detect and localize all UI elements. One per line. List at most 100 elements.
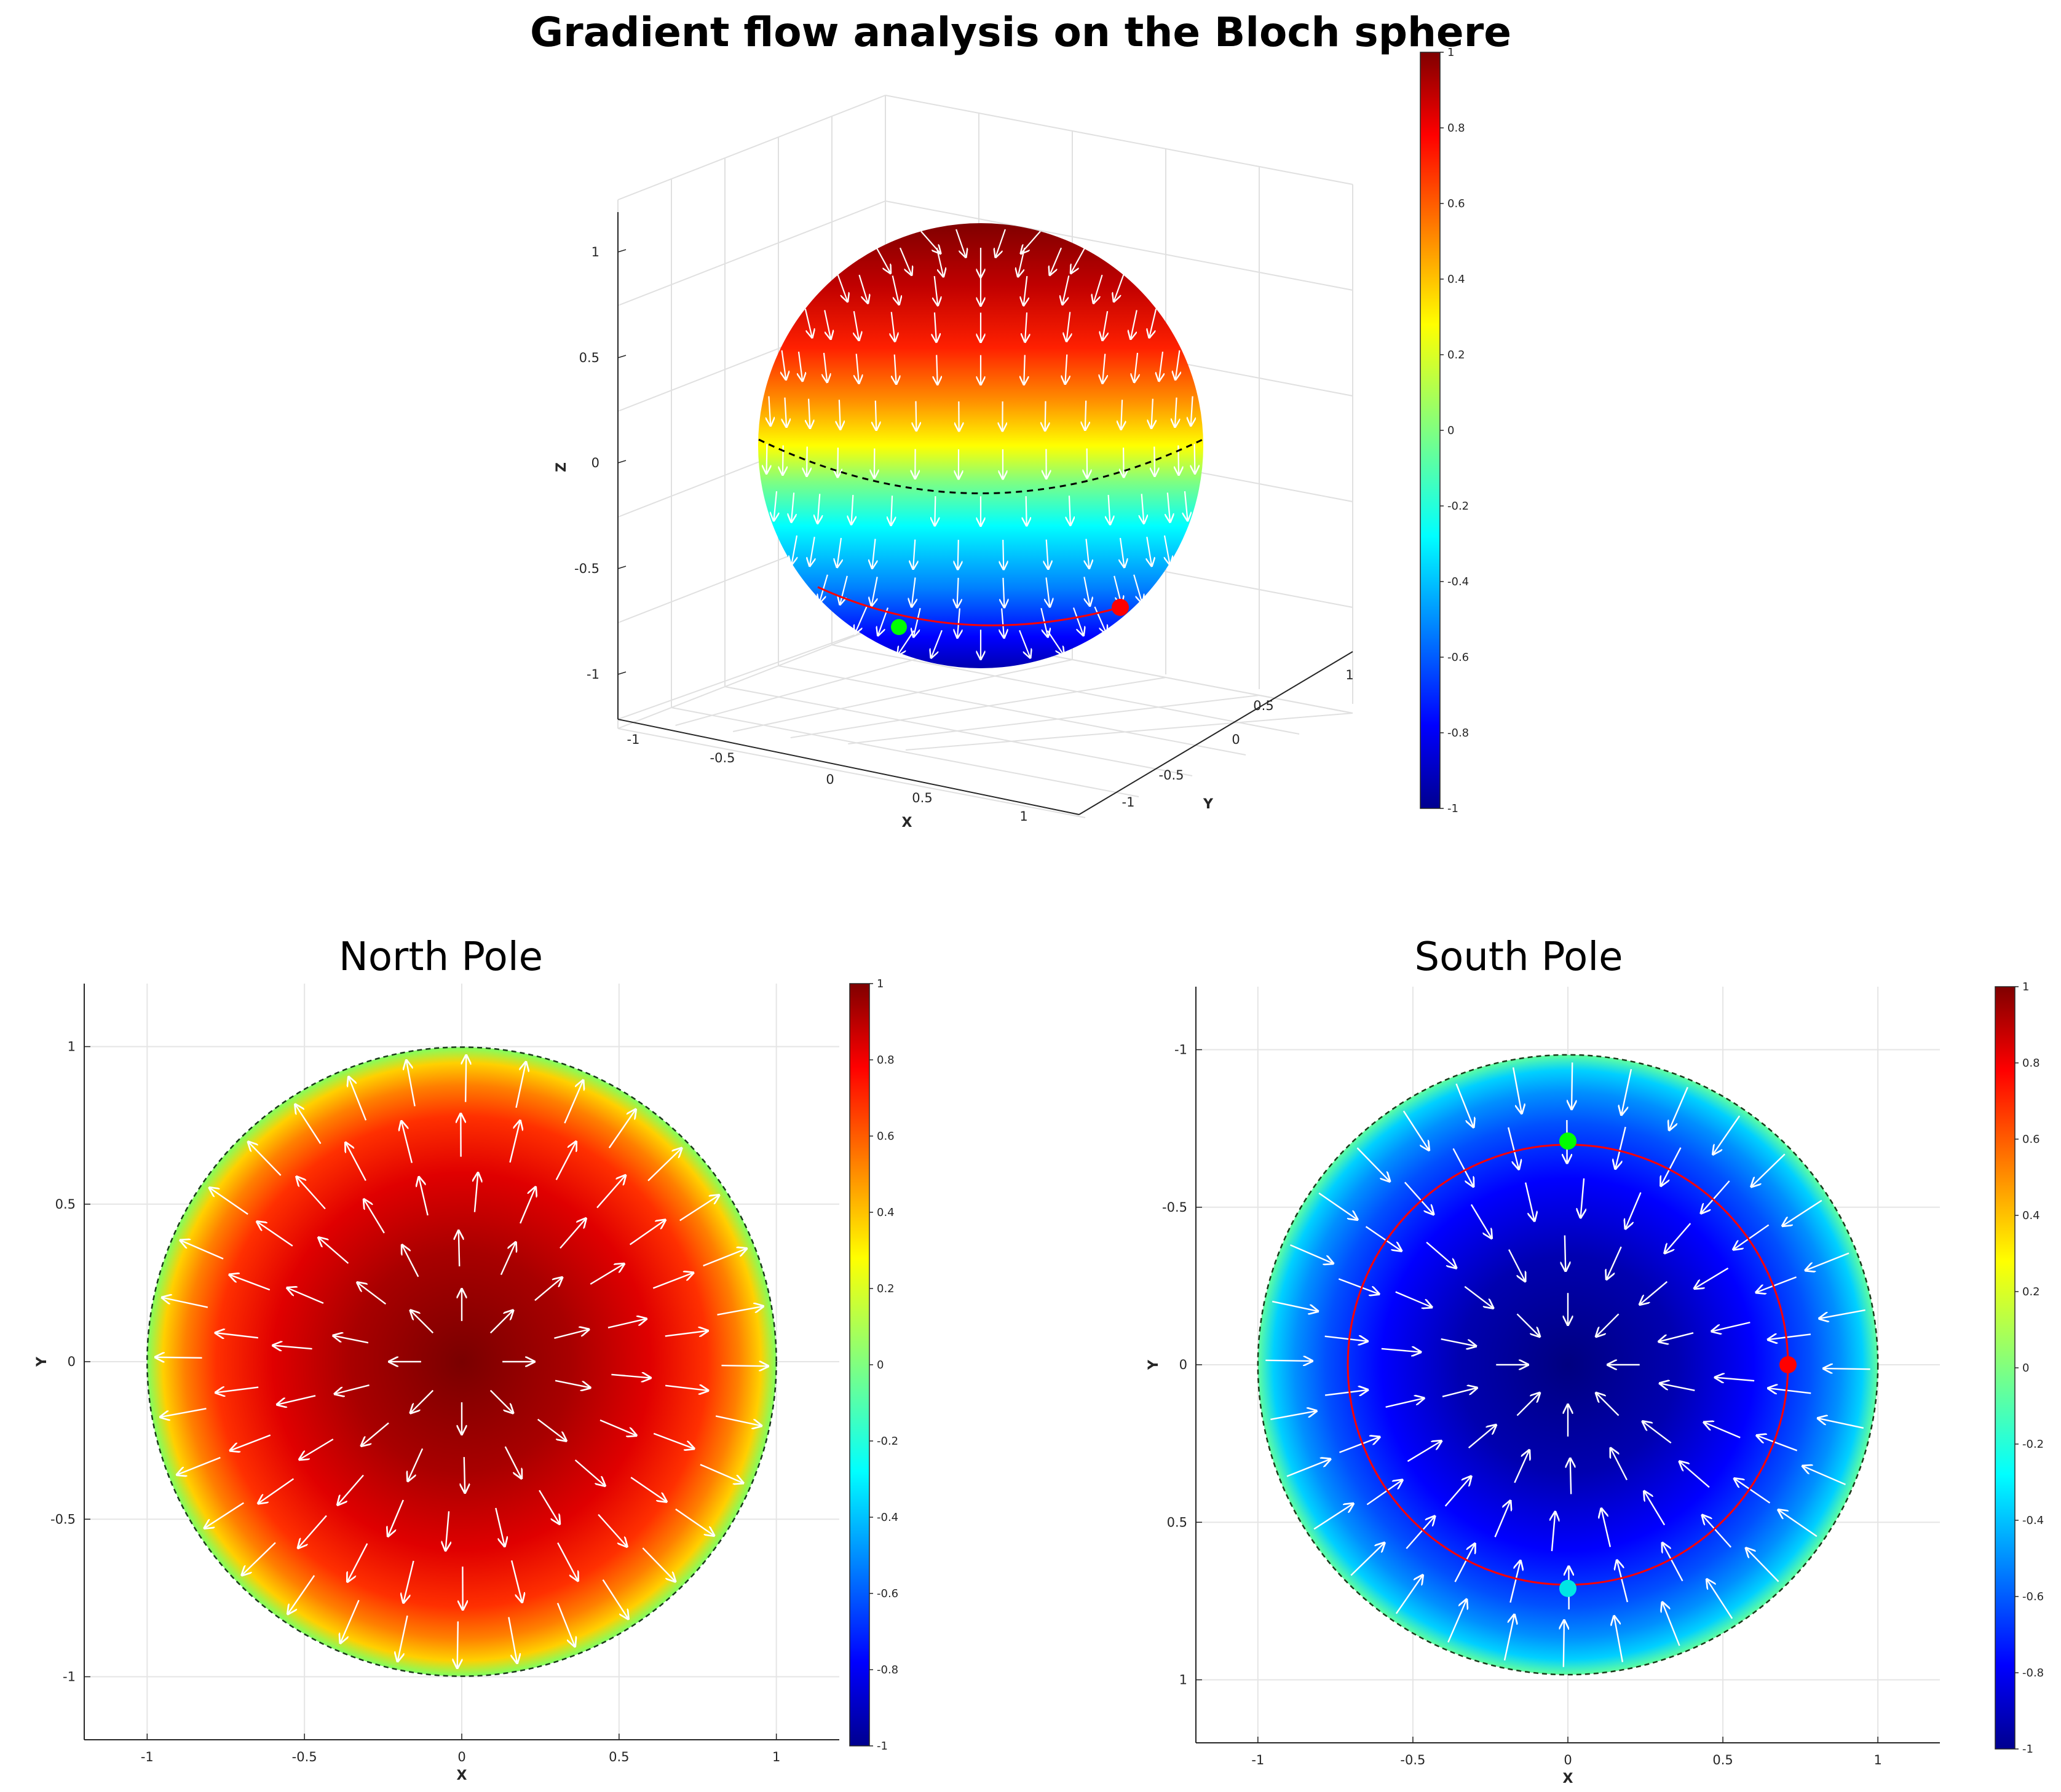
gradient-arrow (288, 1575, 315, 1614)
gradient-arrow (1026, 496, 1027, 526)
gradient-arrow (913, 539, 915, 569)
x-axis-label: X (902, 815, 912, 831)
gradient-arrow (464, 1457, 465, 1493)
gradient-arrow (1778, 1510, 1818, 1537)
gradient-arrow (1464, 1285, 1493, 1308)
gradient-arrow (824, 310, 831, 339)
gradient-arrow (1661, 1147, 1682, 1186)
x-tick-label: 0 (1564, 1753, 1572, 1767)
gradient-arrow (1270, 1411, 1316, 1421)
south-pole-title: South Pole (1415, 934, 1623, 980)
x-tick-label: 0.5 (1712, 1753, 1733, 1767)
colorbar-3d-tick-label: -1 (1447, 802, 1458, 815)
gradient-arrow (876, 247, 890, 273)
gradient-arrow (534, 1277, 562, 1301)
gradient-arrow (855, 606, 868, 634)
colorbar-south-tick-label: -1 (2022, 1743, 2033, 1756)
y-tick-label: -0.5 (1162, 1200, 1187, 1215)
gradient-arrow (1659, 1332, 1694, 1341)
grid-line (617, 623, 886, 720)
gradient-arrow (1025, 312, 1027, 342)
colorbar-north-tick-label: 0.8 (877, 1054, 895, 1067)
z-tick-label: 0.5 (579, 350, 599, 365)
gradient-arrow (1191, 396, 1193, 426)
gradient-arrow (298, 1515, 327, 1548)
gradient-arrow (388, 1499, 404, 1536)
gradient-arrow (1470, 1204, 1492, 1238)
gradient-arrow (1712, 1321, 1750, 1331)
gradient-arrow (362, 1422, 389, 1446)
colorbar-3d-tick-label: -0.8 (1447, 727, 1469, 740)
gradient-arrow (489, 1389, 513, 1413)
gradient-arrow (257, 1222, 293, 1247)
gradient-arrow (495, 1507, 504, 1546)
gradient-arrow (403, 1560, 414, 1603)
z-tick (617, 671, 627, 675)
colorbar-north-tick-label: -0.4 (877, 1511, 898, 1524)
gradient-arrow (1468, 1425, 1496, 1449)
gradient-arrow (1085, 400, 1086, 430)
gradient-arrow (1407, 1441, 1441, 1462)
gradient-arrow (602, 1579, 628, 1619)
gradient-arrow (596, 1175, 625, 1209)
y-tick-label: 0.5 (55, 1197, 76, 1212)
gradient-arrow (1002, 608, 1004, 638)
gradient-arrow (1168, 492, 1170, 522)
gradient-arrow (809, 398, 810, 428)
gradient-arrow (1046, 630, 1064, 655)
gradient-arrow (1018, 247, 1026, 277)
sphere-end-marker (1112, 599, 1129, 616)
gradient-arrow (419, 1177, 429, 1216)
gradient-arrow (1109, 494, 1110, 524)
gradient-arrow (804, 309, 812, 337)
gradient-arrow (1644, 1491, 1666, 1526)
x-axis-line (617, 719, 1080, 815)
gradient-arrow (1062, 275, 1070, 304)
gradient-arrow (457, 1621, 458, 1668)
boundary-dashed-circle (1257, 1054, 1879, 1676)
gradient-arrow (1046, 539, 1048, 569)
sphere-body (758, 223, 1203, 668)
y-axis-label: Y (1146, 1359, 1161, 1370)
gradient-arrow (398, 1615, 408, 1661)
colorbar-south-tick-label: 0.2 (2022, 1285, 2040, 1298)
colorbar-south-tick-label: 0 (2022, 1362, 2029, 1375)
gradient-arrow (1072, 607, 1083, 636)
gradient-arrow (1512, 1067, 1522, 1113)
gradient-arrow (560, 1218, 586, 1249)
x-tick-label: 0.5 (912, 791, 932, 805)
gradient-arrow (402, 1245, 419, 1277)
gradient-arrow (1133, 574, 1142, 603)
x-tick-label: 0.5 (609, 1750, 629, 1764)
gradient-arrow (1065, 354, 1067, 384)
gradient-arrow (1404, 1182, 1434, 1214)
gradient-arrow (872, 539, 876, 569)
x-axis-label: X (457, 1768, 467, 1783)
grid-line (617, 623, 886, 729)
gradient-arrow (520, 1187, 536, 1224)
gradient-arrow (936, 247, 944, 277)
gradient-arrow (1286, 1459, 1331, 1477)
gradient-arrow (1695, 1267, 1729, 1289)
x-tick-label: 1 (1019, 809, 1027, 824)
gradient-arrow (785, 397, 786, 427)
z-tick-label: 1 (591, 245, 599, 259)
gradient-arrow (1265, 1360, 1312, 1361)
grid-line (848, 695, 1260, 744)
gradient-arrow (1071, 247, 1086, 273)
gradient-arrow (1149, 309, 1157, 337)
gradient-arrow (854, 311, 859, 340)
gradient-arrow (556, 1603, 575, 1647)
colorbar-south-tick-label: 0.4 (2022, 1209, 2040, 1222)
gradient-arrow (346, 1143, 366, 1181)
gradient-arrow (554, 1330, 588, 1339)
gradient-arrow (1715, 1378, 1755, 1381)
gradient-arrow (810, 537, 815, 566)
gradient-arrow (799, 351, 802, 381)
gradient-arrow (1643, 1421, 1672, 1444)
gradient-arrow (162, 1298, 208, 1308)
gradient-arrow (1067, 312, 1070, 342)
gradient-arrow (1782, 1199, 1822, 1226)
gradient-arrow (1524, 1182, 1534, 1221)
gradient-arrow (852, 494, 853, 524)
